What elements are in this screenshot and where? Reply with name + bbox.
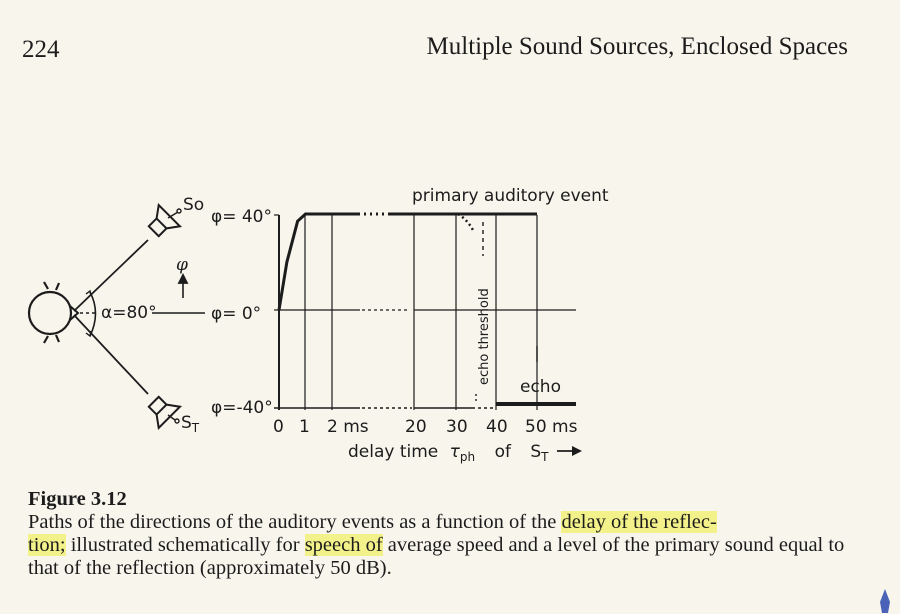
- echo-threshold-marker: [475, 222, 538, 402]
- alpha-label: α=80°: [101, 303, 157, 323]
- x-tick-labels: 0 1 2 ms 20 30 40 50 ms: [273, 417, 578, 437]
- x-axis-caption: delay time τph of ST: [348, 442, 549, 466]
- phi-direction-label: φ: [176, 255, 188, 275]
- caption-highlight: speech of: [304, 534, 383, 556]
- y-label-0: φ= 0°: [211, 304, 261, 324]
- x-tick-label: 20: [405, 417, 427, 437]
- listener-ear-top: [43, 281, 61, 291]
- caption-text: average speed and a level of the primary…: [28, 534, 845, 579]
- x-tick-label: 2 ms: [327, 417, 369, 437]
- figure-3-12: So ST φ α=80° φ= 40° φ= 0° φ=-40° echo t…: [27, 186, 609, 466]
- listener-nose: [69, 305, 80, 321]
- threshold-transition-dots: [457, 212, 476, 233]
- caption-text: Paths of the directions of the auditory …: [28, 511, 562, 533]
- alpha-arrow-bottom: [85, 330, 92, 338]
- x-tick-label: 1: [299, 417, 310, 437]
- caption-highlight: delay of the reflec-: [561, 511, 717, 533]
- x-axis-arrow-icon: [557, 446, 582, 456]
- loudspeaker-so-icon: [147, 202, 183, 238]
- caption-text: illustrated schematically for: [65, 534, 305, 556]
- page-number: 224: [22, 36, 60, 63]
- figure-caption: Figure 3.12 Paths of the directions of t…: [28, 488, 858, 580]
- x-tick-label: 0: [273, 417, 284, 437]
- series-primary-auditory-event: [277, 212, 537, 311]
- listener-ear-bottom: [43, 334, 61, 344]
- listener-head: [27, 290, 73, 336]
- alpha-arrow-top: [85, 289, 92, 297]
- x-tick-label: 40: [486, 417, 508, 437]
- echo-label: echo: [520, 377, 561, 397]
- y-label-40: φ= 40°: [211, 207, 272, 227]
- alpha-arc: [89, 291, 97, 337]
- source-so-label: So: [183, 195, 204, 215]
- echo-threshold-label: echo threshold: [477, 288, 492, 385]
- plot-grid: [274, 214, 576, 410]
- listener-schematic: [27, 202, 205, 431]
- y-label-neg40: φ=-40°: [211, 398, 273, 418]
- x-tick-label: 30: [446, 417, 468, 437]
- pencil-icon: [880, 589, 890, 613]
- x-tick-label: 50 ms: [525, 417, 578, 437]
- running-head: Multiple Sound Sources, Enclosed Spaces: [426, 33, 848, 60]
- ray-to-st: [73, 314, 149, 395]
- loudspeaker-st-icon: [147, 395, 183, 431]
- caption-highlight: tion;: [28, 534, 66, 556]
- primary-event-label: primary auditory event: [412, 186, 609, 206]
- series-layer: [277, 211, 576, 406]
- figure-caption-title: Figure 3.12: [28, 488, 127, 510]
- phi-arrow-head: [177, 272, 189, 284]
- ray-to-so: [73, 239, 149, 312]
- source-st-label: ST: [181, 413, 200, 435]
